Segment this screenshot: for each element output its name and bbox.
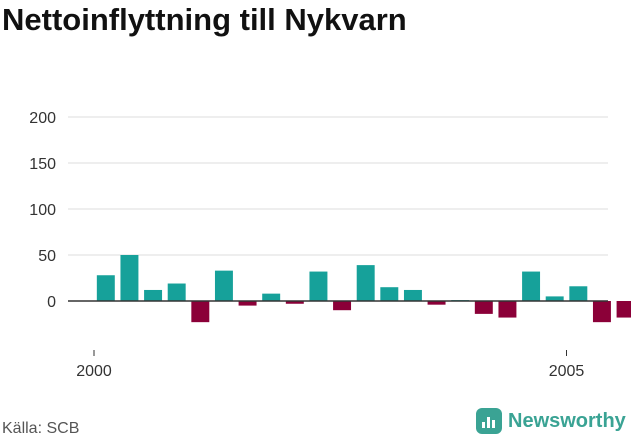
bar [545, 296, 564, 301]
bar [498, 301, 517, 318]
y-tick-label: 0 [47, 294, 56, 311]
bar [427, 301, 446, 305]
x-tick-label: 2005 [549, 363, 585, 380]
bar [380, 287, 399, 301]
bar [333, 301, 352, 311]
y-tick-label: 100 [29, 202, 56, 219]
bar [238, 301, 257, 306]
source-note: Källa: SCB [2, 420, 80, 437]
bar [403, 289, 422, 301]
bar-chart: 050100150200200020052010201520202025 [29, 110, 631, 380]
bar [120, 255, 139, 301]
bar [167, 283, 186, 301]
bar [569, 286, 588, 301]
bar [309, 271, 328, 301]
y-tick-label: 50 [38, 248, 56, 265]
brand-name: Newsworthy [508, 409, 626, 432]
bar [214, 270, 233, 301]
newsworthy-logo: Newsworthy [476, 408, 626, 434]
bar [144, 289, 163, 301]
chart-title: Nettoinflyttning till Nykvarn [2, 2, 407, 37]
x-tick-label: 2000 [76, 363, 112, 380]
bar [191, 301, 210, 323]
y-tick-label: 200 [29, 110, 56, 127]
newsworthy-bar-icon [476, 408, 502, 434]
bar [592, 301, 611, 323]
bar [474, 301, 493, 314]
bar [96, 275, 115, 301]
bar [262, 293, 281, 301]
bar [285, 301, 304, 304]
bar [616, 301, 631, 318]
bar [522, 271, 541, 301]
y-tick-label: 150 [29, 156, 56, 173]
bar [356, 265, 375, 301]
